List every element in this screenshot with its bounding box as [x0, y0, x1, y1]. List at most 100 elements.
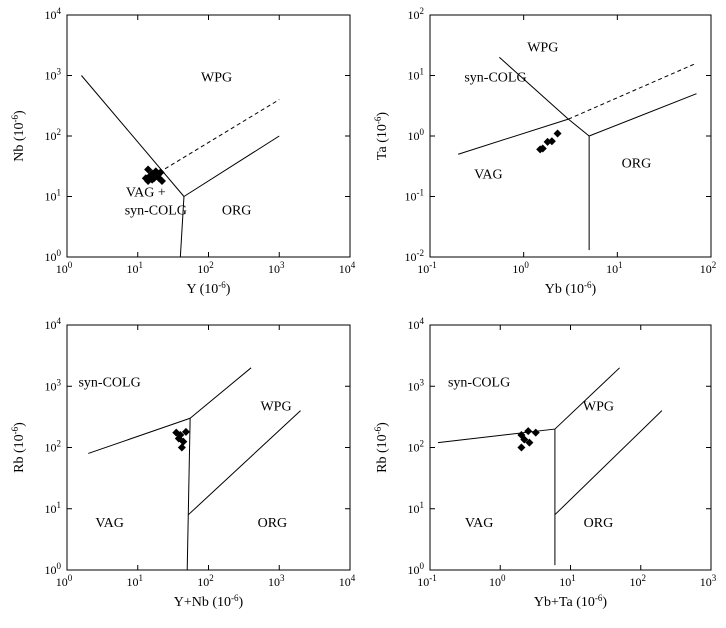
x-axis-label: Yb+Ta (10-6): [534, 593, 607, 610]
y-tick-label: 103: [45, 377, 62, 393]
region-label: ORG: [584, 516, 614, 531]
x-tick-label: 10-1: [417, 260, 437, 276]
field-boundary: [499, 56, 569, 120]
y-tick-label: 102: [45, 439, 62, 455]
x-tick-label: 102: [630, 573, 647, 589]
sample-point: [179, 437, 188, 446]
dashed-boundary: [158, 99, 280, 173]
sample-point: [181, 427, 190, 436]
x-tick-label: 103: [700, 573, 717, 589]
y-axis-label: Rb (10-6): [10, 422, 27, 473]
sample-point: [538, 144, 547, 153]
y-tick-label: 100: [45, 248, 62, 264]
x-axis-label: Y+Nb (10-6): [174, 593, 244, 610]
x-tick-label: 100: [489, 573, 506, 589]
field-boundary: [88, 417, 191, 454]
y-tick-label: 102: [408, 439, 425, 455]
x-tick-label: 101: [559, 573, 576, 589]
x-tick-label: 100: [512, 260, 529, 276]
y-tick-label: 101: [45, 500, 62, 516]
region-label: syn-COLG: [448, 375, 510, 390]
region-label: syn-COLG: [78, 375, 140, 390]
chart-panel-3: 100 101 102 103 104 100 101 102 103 104 Y+Nb (10-6…: [10, 316, 356, 610]
field-boundary: [554, 410, 663, 516]
field-boundary: [189, 367, 252, 419]
y-tick-label: 103: [45, 67, 62, 83]
y-tick-label: 101: [408, 500, 425, 516]
y-tick-label: 104: [45, 6, 62, 22]
y-tick-label: 101: [408, 67, 425, 83]
x-tick-label: 101: [127, 260, 144, 276]
x-tick-label: 104: [339, 573, 356, 589]
sample-point: [141, 174, 150, 183]
sample-point: [157, 177, 166, 186]
chart-panel-1: 100 101 102 103 104 100 101 102 103 104 Y (10-6) Nb…: [10, 6, 356, 297]
x-tick-label: 102: [700, 260, 717, 276]
y-tick-label: 10-1: [405, 188, 425, 204]
sample-point: [517, 443, 526, 452]
x-tick-label: 10-1: [417, 573, 437, 589]
region-label: WPG: [583, 400, 614, 415]
region-label: VAG: [95, 516, 124, 531]
sample-point: [148, 175, 157, 184]
y-tick-label: 100: [408, 561, 425, 577]
x-axis-label: Yb (10-6): [545, 280, 597, 297]
sample-point: [547, 137, 556, 146]
y-tick-label: 10-2: [405, 248, 425, 264]
plot-frame: [66, 14, 351, 258]
y-axis-label: Ta (10-6): [373, 112, 390, 160]
region-label: VAG: [474, 167, 503, 182]
y-tick-label: 100: [408, 127, 425, 143]
plot-frame: [429, 324, 712, 571]
field-boundary: [554, 367, 620, 430]
region-label: VAG: [465, 516, 494, 531]
y-tick-label: 104: [45, 316, 62, 332]
region-label: ORG: [622, 157, 652, 172]
sample-point: [531, 428, 540, 437]
x-tick-label: 101: [606, 260, 623, 276]
region-label: WPG: [201, 70, 232, 85]
x-tick-label: 101: [127, 573, 144, 589]
field-boundary: [458, 118, 569, 155]
y-tick-label: 102: [408, 6, 425, 22]
y-axis-label: Rb (10-6): [373, 422, 390, 473]
region-label: VAG +: [126, 186, 166, 201]
x-tick-label: 102: [197, 260, 214, 276]
field-boundary: [81, 75, 185, 197]
x-tick-label: 103: [268, 260, 285, 276]
field-boundary: [188, 410, 301, 516]
sample-point: [520, 435, 529, 444]
sample-point: [524, 427, 533, 436]
x-tick-label: 100: [56, 260, 73, 276]
sample-point: [177, 443, 186, 452]
y-tick-label: 100: [45, 561, 62, 577]
x-tick-label: 100: [56, 573, 73, 589]
field-boundary: [588, 93, 697, 137]
sample-point: [525, 438, 534, 447]
x-tick-label: 104: [339, 260, 356, 276]
x-axis-label: Y (10-6): [187, 280, 231, 297]
sample-point: [144, 165, 153, 174]
plot-frame: [66, 324, 351, 571]
y-tick-label: 102: [45, 127, 62, 143]
region-label: ORG: [222, 204, 252, 219]
x-tick-label: 103: [268, 573, 285, 589]
y-axis-label: Nb (10-6): [10, 110, 27, 162]
region-label: syn-COLG: [125, 204, 187, 219]
region-label: WPG: [527, 40, 558, 55]
x-tick-label: 102: [197, 573, 214, 589]
region-label: WPG: [260, 400, 291, 415]
region-label: ORG: [258, 516, 288, 531]
field-boundary: [183, 135, 280, 197]
y-tick-label: 104: [408, 316, 425, 332]
field-boundary: [179, 196, 185, 258]
dashed-boundary: [568, 62, 697, 120]
field-boundary: [568, 118, 590, 137]
field-boundary: [186, 418, 191, 571]
y-tick-label: 103: [408, 377, 425, 393]
y-tick-label: 101: [45, 188, 62, 204]
region-label: syn-COLG: [464, 70, 526, 85]
